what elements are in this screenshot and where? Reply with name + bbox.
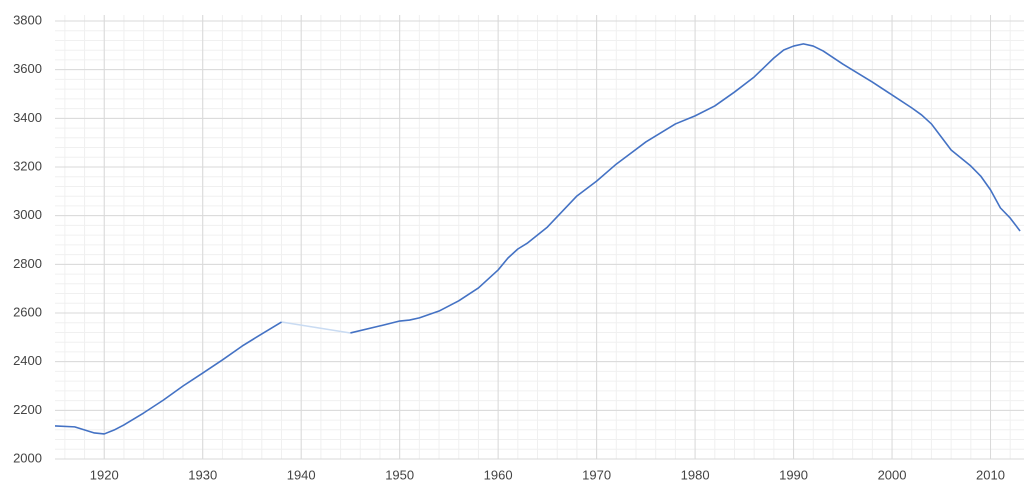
y-tick-label: 3600 <box>13 61 42 76</box>
x-tick-label: 1980 <box>681 467 710 482</box>
y-tick-label: 2000 <box>13 450 42 465</box>
data-line <box>55 43 1021 435</box>
y-tick-label: 3200 <box>13 158 42 173</box>
x-tick-label: 1960 <box>484 467 513 482</box>
x-tick-label: 1940 <box>287 467 316 482</box>
gap-connector <box>281 321 351 334</box>
y-tick-label: 2600 <box>13 304 42 319</box>
plot-area <box>55 43 1021 435</box>
x-tick-label: 1920 <box>90 467 119 482</box>
x-tick-label: 1970 <box>582 467 611 482</box>
y-tick-label: 2200 <box>13 402 42 417</box>
y-tick-label: 3400 <box>13 110 42 125</box>
x-tick-label: 2010 <box>976 467 1005 482</box>
x-tick-label: 2000 <box>878 467 907 482</box>
x-tick-label: 1990 <box>779 467 808 482</box>
labels: 2000 2200 2400 2600 2800 3000 3200 3400 3600 3800… <box>13 12 1005 482</box>
y-tick-label: 2400 <box>13 353 42 368</box>
x-tick-label: 1930 <box>188 467 217 482</box>
y-tick-label: 3000 <box>13 207 42 222</box>
x-tick-label: 1950 <box>385 467 414 482</box>
grid <box>55 15 1024 460</box>
y-tick-label: 3800 <box>13 12 42 27</box>
y-tick-label: 2800 <box>13 256 42 271</box>
